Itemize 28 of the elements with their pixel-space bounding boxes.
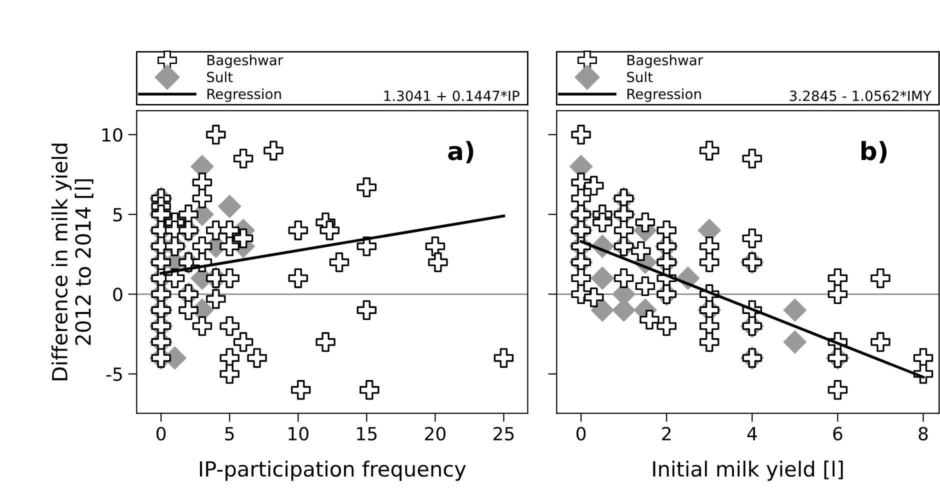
legend-label: Sult bbox=[627, 72, 653, 82]
legend-label: Sult bbox=[207, 72, 233, 82]
x-tick-label: 0 bbox=[156, 426, 166, 441]
x-axis-title: Initial milk yield [l] bbox=[653, 460, 843, 481]
legend-label: Regression bbox=[627, 88, 701, 102]
x-tick-label: 5 bbox=[225, 427, 234, 441]
x-tick-label: 15 bbox=[357, 427, 377, 441]
annotation: b) bbox=[861, 140, 887, 164]
x-tick-label: 6 bbox=[833, 426, 842, 441]
x-tick-label: 4 bbox=[747, 427, 757, 440]
annotation: a) bbox=[448, 141, 474, 164]
y-tick-label: 5 bbox=[113, 208, 122, 222]
legend-label: Bageshwar bbox=[207, 54, 284, 68]
text: 3.2845 - 1.0562*IMY bbox=[790, 90, 932, 102]
x-tick-label: 25 bbox=[494, 426, 514, 441]
y-tick-label: 10 bbox=[102, 128, 122, 142]
y-tick-label: -5 bbox=[106, 368, 122, 382]
legend-label: Regression bbox=[207, 88, 281, 102]
y-axis-title: Difference in milk yield 2012 to 2014 [l] bbox=[51, 144, 94, 380]
x-tick-label: 10 bbox=[288, 426, 308, 441]
text: 1.3041 + 0.1447*IP bbox=[384, 90, 520, 102]
y-tick-label: 0 bbox=[113, 288, 122, 302]
legend-label: Bageshwar bbox=[627, 54, 704, 68]
x-tick-label: 20 bbox=[425, 426, 446, 441]
x-tick-label: 8 bbox=[918, 426, 928, 441]
x-tick-label: 2 bbox=[662, 426, 671, 440]
x-axis-title: IP-participation frequency bbox=[200, 460, 466, 481]
x-tick-label: 0 bbox=[576, 426, 586, 441]
